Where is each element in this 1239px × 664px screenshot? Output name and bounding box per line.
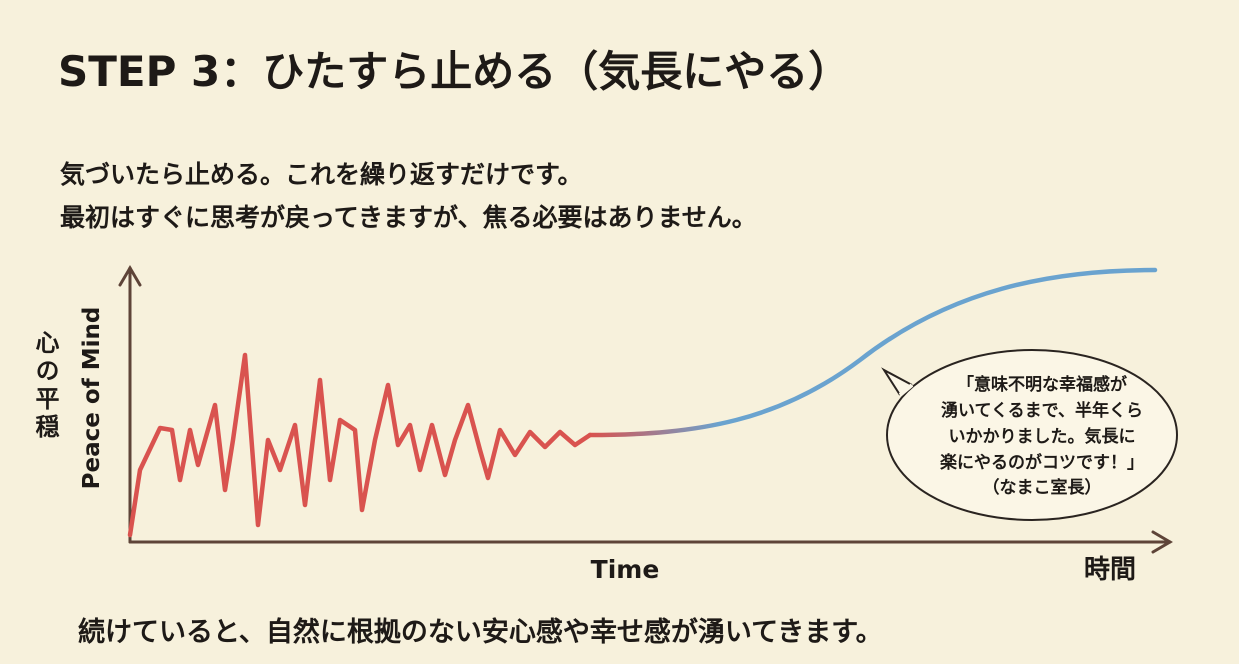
axes [118,265,1173,554]
bubble-line: いかかりました。気長に [949,426,1136,447]
intro-line: 最初はすぐに思考が戻ってきますが、焦る必要はありません。 [60,203,757,232]
bubble-line: （なまこ室長） [983,477,1102,498]
curve-calm [587,267,1158,438]
intro-line: 気づいたら止める。これを繰り返すだけです。 [60,160,583,189]
y-axis-label-ja: 心の平穏 [31,330,59,442]
arrow [118,265,142,287]
x-axis-label-ja: 時間 [1084,555,1136,585]
bubble-line: 湧いてくるまで、半年くら [941,400,1143,421]
arrow [1151,530,1173,554]
title: STEP 3：ひたすら止める（気長にやる） [58,47,851,96]
bubble-line: 「意味不明な幸福感が [957,374,1127,395]
footer-text: 続けていると、自然に根拠のない安心感や幸せ感が湧いてきます。 [78,617,883,648]
x-axis-label-en: Time [591,555,660,584]
bubble-line: 楽にやるのがコツです！」 [940,452,1144,473]
speech-bubble [886,349,1178,521]
curve-unsettled [127,352,593,538]
y-axis-label-en: Peace of Mind [79,307,105,490]
bubble-joint [898,383,914,397]
